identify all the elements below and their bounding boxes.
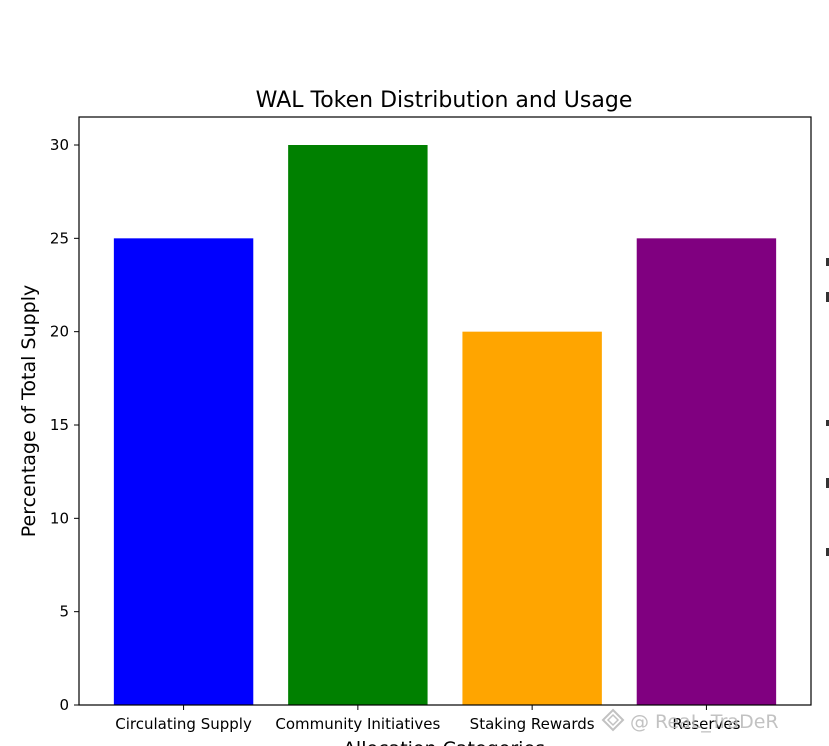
y-tick-label: 20 [50,323,69,341]
bar-circulating-supply [113,238,254,706]
y-tick-label: 15 [50,416,69,434]
x-tick-label: Staking Rewards [470,715,595,733]
bar-reserves [636,238,777,706]
y-tick-label: 10 [50,509,69,527]
y-tick-label: 5 [59,603,69,621]
x-axis-label: Allocation Categories [343,738,545,746]
x-axis-ticks: Circulating Supply Community Initiatives S… [115,705,741,733]
bars-group [113,145,777,706]
watermark: @ ReaL_TraDeR [601,708,779,733]
y-tick-label: 25 [50,229,69,247]
diamond-logo-icon [601,708,625,732]
x-tick-label: Community Initiatives [275,715,440,733]
watermark-text: @ ReaL_TraDeR [630,711,779,733]
chart-title: WAL Token Distribution and Usage [256,88,633,113]
bar-community-initiatives [288,145,428,705]
clipped-right-edge [826,258,829,556]
y-tick-label: 30 [50,136,69,154]
y-axis-ticks: 0 5 10 15 20 25 30 [50,136,79,714]
x-tick-label: Reserves [672,715,740,733]
y-tick-label: 0 [59,696,69,714]
plot-frame [78,116,812,706]
y-axis-label: Percentage of Total Supply [18,285,40,537]
x-tick-label: Circulating Supply [115,715,252,733]
bar-staking-rewards [462,331,602,705]
